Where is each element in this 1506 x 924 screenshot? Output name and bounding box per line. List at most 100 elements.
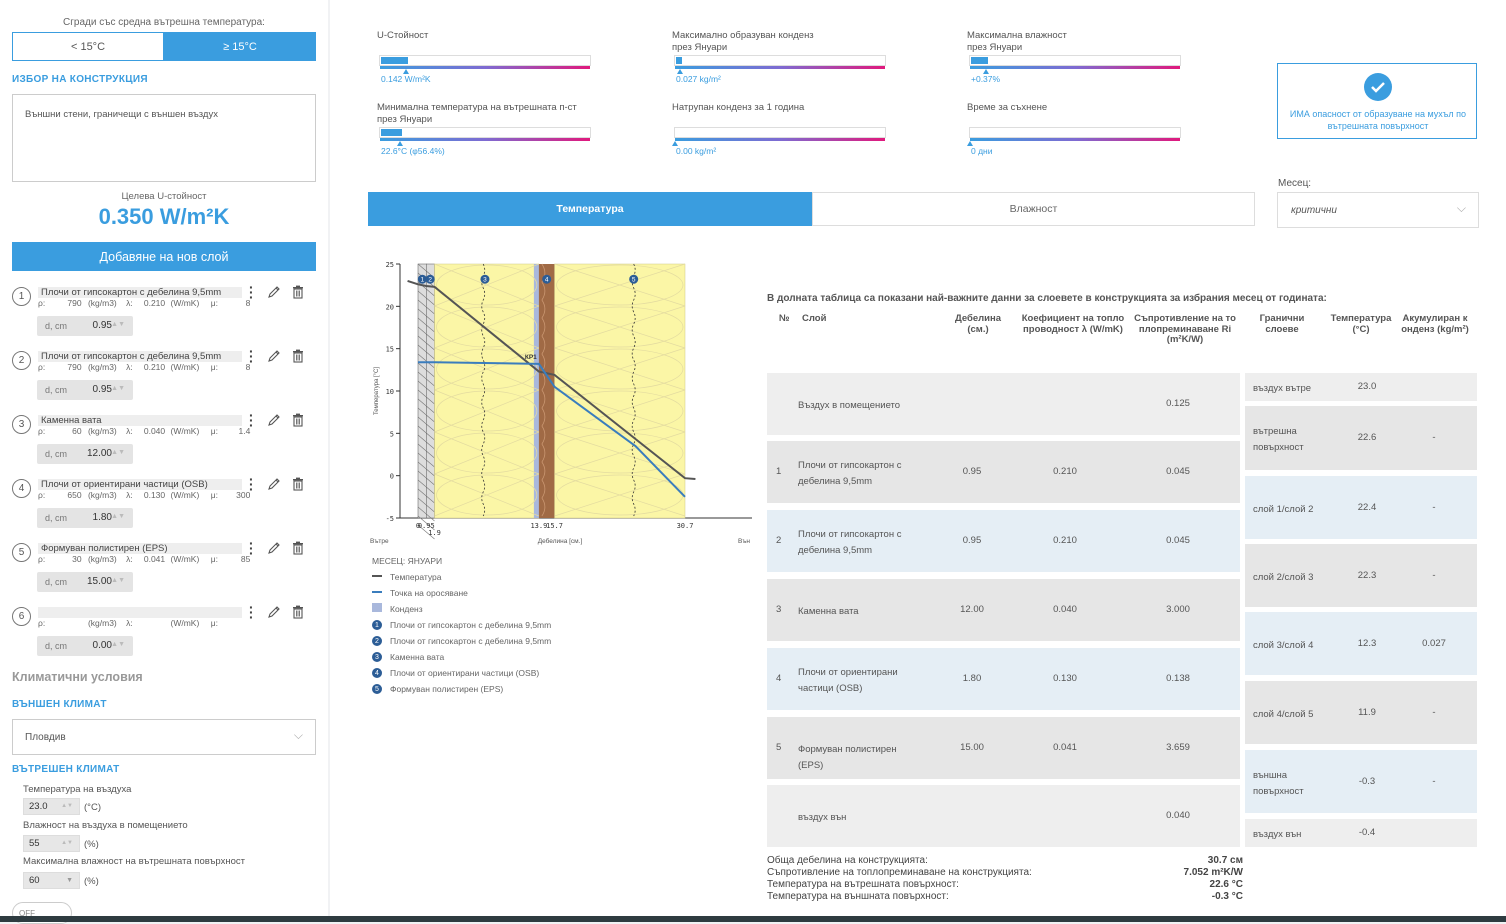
legend-layer-number: 3 bbox=[372, 652, 382, 662]
edit-pencil-icon[interactable] bbox=[267, 349, 281, 366]
thickness-label: d, cm bbox=[45, 513, 68, 523]
metric-bar bbox=[969, 127, 1181, 141]
metric-bar bbox=[674, 55, 886, 69]
spinner-icon[interactable]: ▲▼ bbox=[61, 803, 73, 809]
layer-thickness-input[interactable]: d, cm 0.00 ▲▼ bbox=[37, 636, 133, 656]
trash-icon[interactable] bbox=[291, 413, 305, 430]
lambda-value: 0.210 bbox=[143, 298, 166, 308]
spinner-icon[interactable]: ▲▼ bbox=[111, 321, 125, 328]
hatch-line bbox=[417, 299, 435, 315]
table-intro: В долната таблица са показани най-важнит… bbox=[767, 293, 1327, 304]
spinner-icon[interactable]: ▲▼ bbox=[111, 449, 125, 456]
trash-icon[interactable] bbox=[291, 605, 305, 622]
row-layer-name: Плочи от ориентирани частици (OSB) bbox=[798, 667, 898, 694]
legend-layer-number: 1 bbox=[372, 620, 382, 630]
metric-gradient bbox=[675, 66, 885, 69]
summary-value: 7.052 m²K/W bbox=[1183, 867, 1243, 878]
trash-icon[interactable] bbox=[291, 477, 305, 494]
spinner-icon[interactable]: ▲▼ bbox=[111, 385, 125, 392]
legend-layer-number: 5 bbox=[372, 684, 382, 694]
thickness-value: 1.80 bbox=[92, 512, 112, 523]
edit-pencil-icon[interactable] bbox=[267, 477, 281, 494]
layer-thickness-input[interactable]: d, cm 0.95 ▲▼ bbox=[37, 380, 133, 400]
climate-heading: Климатични условия bbox=[12, 670, 143, 684]
more-options-icon[interactable]: · · · bbox=[249, 535, 254, 561]
mu-prefix: μ: bbox=[210, 554, 218, 564]
kp-label: КР1 bbox=[525, 354, 537, 361]
metric-gradient bbox=[380, 66, 590, 69]
th-resistance: Съпротивление на то плопреминаване Ri (m… bbox=[1134, 313, 1236, 345]
layer-name[interactable]: Каменна вата bbox=[38, 415, 242, 426]
hatch-line bbox=[417, 506, 435, 522]
wood-grain bbox=[541, 299, 546, 319]
y-tick-label: 25 bbox=[386, 261, 394, 269]
layer-number: 1 bbox=[12, 287, 31, 306]
layer-name[interactable]: Плочи от гипсокартон с дебелина 9,5mm bbox=[38, 351, 242, 362]
boundary-condensate: - bbox=[1432, 706, 1436, 718]
boundary-temperature: 22.3 bbox=[1357, 569, 1377, 581]
rho-prefix: ρ: bbox=[38, 298, 46, 308]
layer-thickness-input[interactable]: d, cm 15.00 ▲▼ bbox=[37, 572, 133, 592]
max-humidity-select[interactable]: 60 ▼ bbox=[23, 872, 80, 889]
trash-icon[interactable] bbox=[291, 285, 305, 302]
layer-name[interactable]: Формуван полистирен (EPS) bbox=[38, 543, 242, 554]
metric-value: 0.00 kg/m² bbox=[676, 146, 717, 156]
insulation-pattern bbox=[554, 473, 686, 517]
row-layer-name: Формуван полистирен (EPS) bbox=[798, 744, 897, 771]
rho-value: 790 bbox=[67, 298, 82, 308]
layer-thickness-input[interactable]: d, cm 12.00 ▲▼ bbox=[37, 444, 133, 464]
edit-pencil-icon[interactable] bbox=[267, 541, 281, 558]
air-temp-input[interactable]: 23.0 ▲▼ bbox=[23, 798, 80, 815]
spinner-icon[interactable]: ▲▼ bbox=[111, 577, 125, 584]
spinner-icon[interactable]: ▲▼ bbox=[111, 513, 125, 520]
condensation-band bbox=[533, 264, 542, 518]
lambda-prefix: λ: bbox=[126, 298, 133, 308]
construction-textarea[interactable]: Външни стени, граничещи с външен въздух bbox=[12, 94, 316, 182]
metric-label: през Януари bbox=[967, 42, 1023, 53]
dew-point-line bbox=[418, 361, 686, 498]
more-options-icon[interactable]: · · · bbox=[249, 407, 254, 433]
layer-name[interactable] bbox=[38, 607, 242, 618]
more-options-icon[interactable]: · · · bbox=[249, 343, 254, 369]
wood-grain bbox=[541, 479, 546, 499]
layer-marker bbox=[480, 274, 490, 284]
max-humidity-unit: (%) bbox=[84, 876, 99, 887]
layer-name[interactable]: Плочи от гипсокартон с дебелина 9,5mm bbox=[38, 287, 242, 298]
edit-pencil-icon[interactable] bbox=[267, 413, 281, 430]
spinner-icon[interactable]: ▲▼ bbox=[111, 641, 125, 648]
humidity-input[interactable]: 55 ▲▼ bbox=[23, 835, 80, 852]
layer-thickness-input[interactable]: d, cm 1.80 ▲▼ bbox=[37, 508, 133, 528]
edit-pencil-icon[interactable] bbox=[267, 605, 281, 622]
thickness-label: d, cm bbox=[45, 449, 68, 459]
edit-pencil-icon[interactable] bbox=[267, 285, 281, 302]
mu-value: 85 bbox=[240, 554, 251, 564]
temp-option-below-15[interactable]: < 15°C bbox=[12, 32, 164, 61]
metric-gradient bbox=[380, 138, 590, 141]
legend-swatch bbox=[372, 575, 382, 577]
y-tick-label: 0 bbox=[390, 473, 394, 481]
layer-properties: ρ: 650 (kg/m3) λ: 0.130 (W/mK) μ: 300 bbox=[38, 490, 250, 500]
ext-climate-select[interactable]: Пловдив ⌵ bbox=[12, 719, 316, 755]
spinner-icon[interactable]: ▲▼ bbox=[61, 840, 73, 846]
month-select[interactable]: критични ⌵ bbox=[1277, 192, 1479, 228]
temp-option-above-15[interactable]: ≥ 15°C bbox=[164, 32, 316, 61]
check-icon bbox=[1364, 73, 1392, 101]
layer-properties: ρ: 790 (kg/m3) λ: 0.210 (W/mK) μ: 8 bbox=[38, 298, 250, 308]
legend-layer-label: Формуван полистирен (EPS) bbox=[390, 684, 504, 694]
more-options-icon[interactable]: · · · bbox=[249, 279, 254, 305]
add-layer-button[interactable]: Добавяне на нов слой bbox=[12, 242, 316, 271]
row-resistance: 0.138 bbox=[1166, 673, 1190, 684]
layer-marker bbox=[417, 274, 427, 284]
layer-name[interactable]: Плочи от ориентирани частици (OSB) bbox=[38, 479, 242, 490]
tab-humidity[interactable]: Влажност bbox=[812, 192, 1255, 226]
trash-icon[interactable] bbox=[291, 541, 305, 558]
trash-icon[interactable] bbox=[291, 349, 305, 366]
outside-label: Вън bbox=[738, 538, 750, 545]
layer-thickness-input[interactable]: d, cm 0.95 ▲▼ bbox=[37, 316, 133, 336]
table-row: 1 Плочи от гипсокартон с дебелина 9,5mm 0.… bbox=[767, 441, 1240, 503]
thickness-label: d, cm bbox=[45, 641, 68, 651]
more-options-icon[interactable]: · · · bbox=[249, 599, 254, 625]
tab-temperature[interactable]: Температура bbox=[368, 192, 812, 226]
more-options-icon[interactable]: · · · bbox=[249, 471, 254, 497]
rho-prefix: ρ: bbox=[38, 362, 46, 372]
